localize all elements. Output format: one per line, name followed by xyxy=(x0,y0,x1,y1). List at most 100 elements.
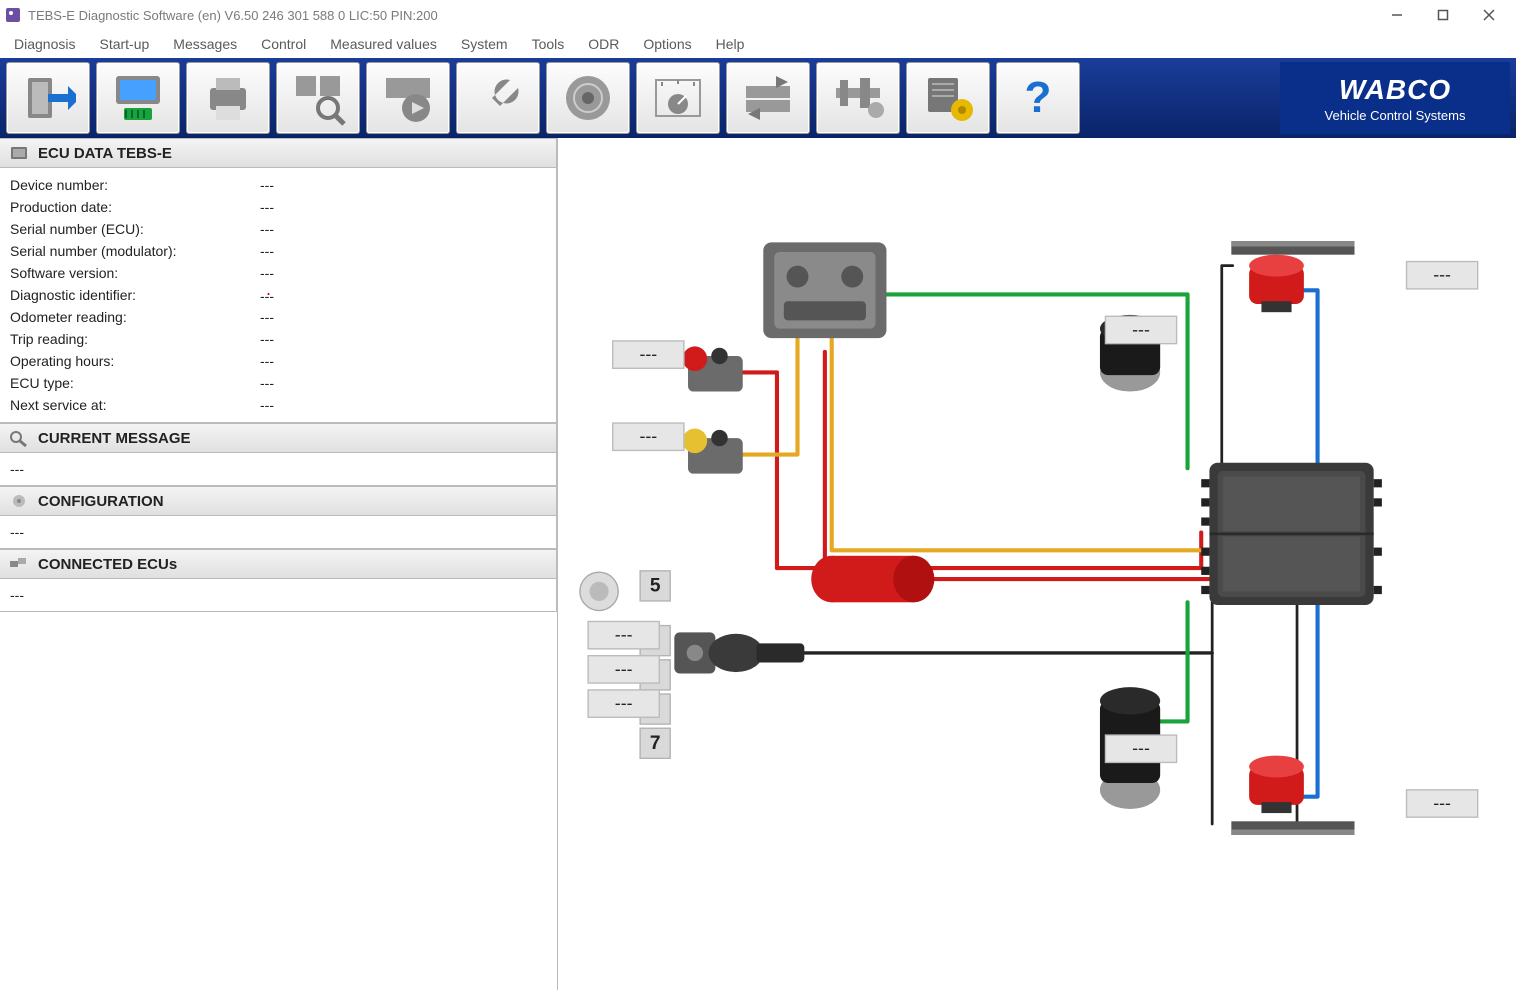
left-panel: ECU DATA TEBS-E Device number:---Product… xyxy=(0,138,558,990)
magnifier-icon xyxy=(8,429,30,447)
ecu-data-row: Serial number (modulator):--- xyxy=(10,240,546,262)
diagram-value-text: --- xyxy=(639,344,657,364)
system-diagram: 51267 xyxy=(558,138,1516,990)
diagram-value-text: --- xyxy=(615,625,633,645)
current-message-value: --- xyxy=(10,461,24,477)
configuration-body: --- xyxy=(0,516,557,549)
ecu-data-row: Diagnostic identifier:---. xyxy=(10,284,546,306)
ecu-data-label: Software version: xyxy=(10,265,260,281)
ecu-data-value: --- xyxy=(260,375,274,391)
svg-text:5: 5 xyxy=(650,575,661,596)
ecu-data-value: --- xyxy=(260,199,274,215)
axle-sensor-component xyxy=(674,632,804,673)
search-params-button[interactable] xyxy=(276,62,360,134)
diagram-value-text: --- xyxy=(639,426,657,446)
diagram-value-text: --- xyxy=(615,659,633,679)
transfer-button[interactable] xyxy=(726,62,810,134)
ecu-data-label: Device number: xyxy=(10,177,260,193)
close-button[interactable] xyxy=(1466,0,1512,30)
diagram-value-text: --- xyxy=(615,693,633,713)
menu-messages[interactable]: Messages xyxy=(173,36,237,52)
diagram-panel: 51267 xyxy=(558,138,1516,990)
menu-start-up[interactable]: Start-up xyxy=(99,36,149,52)
diagram-value-text: --- xyxy=(1132,738,1150,758)
yellow-coupling-head xyxy=(683,429,743,474)
chip-icon xyxy=(8,144,30,162)
trailer-control-valve xyxy=(763,242,886,338)
menu-options[interactable]: Options xyxy=(643,36,691,52)
ecu-data-label: Diagnostic identifier: xyxy=(10,287,260,303)
maximize-button[interactable] xyxy=(1420,0,1466,30)
ecu-data-label: Trip reading: xyxy=(10,331,260,347)
menu-diagnosis[interactable]: Diagnosis xyxy=(14,36,75,52)
ecu-data-label: Operating hours: xyxy=(10,353,260,369)
toolbar: ? WABCO Vehicle Control Systems xyxy=(0,58,1516,138)
app-icon xyxy=(4,6,22,24)
menu-odr[interactable]: ODR xyxy=(588,36,619,52)
current-message-title: CURRENT MESSAGE xyxy=(38,430,191,447)
gear-icon xyxy=(8,492,30,510)
configuration-header[interactable]: CONFIGURATION xyxy=(0,486,557,516)
ecu-data-value: --- xyxy=(260,177,274,193)
red-coupling-head xyxy=(683,346,743,391)
diagram-value-text: --- xyxy=(1132,319,1150,339)
titlebar: TEBS-E Diagnostic Software (en) V6.50 24… xyxy=(0,0,1516,30)
menu-system[interactable]: System xyxy=(461,36,508,52)
play-data-button[interactable] xyxy=(366,62,450,134)
menu-help[interactable]: Help xyxy=(716,36,745,52)
ecu-data-value: --- xyxy=(260,331,274,347)
current-message-body: --- xyxy=(0,453,557,486)
ecu-data-row: Software version:--- xyxy=(10,262,546,284)
ecu-data-row: Trip reading:--- xyxy=(10,328,546,350)
ecu-data-label: Next service at: xyxy=(10,397,260,413)
ecu-data-label: ECU type: xyxy=(10,375,260,391)
window-title: TEBS-E Diagnostic Software (en) V6.50 24… xyxy=(28,8,1374,23)
ecu-data-value: --- xyxy=(260,353,274,369)
wrench-button[interactable] xyxy=(456,62,540,134)
brand-name: WABCO xyxy=(1339,74,1451,106)
help-button[interactable]: ? xyxy=(996,62,1080,134)
ecu-data-row: Operating hours:--- xyxy=(10,350,546,372)
connected-ecus-header[interactable]: CONNECTED ECUs xyxy=(0,549,557,579)
ecu-data-row: ECU type:--- xyxy=(10,372,546,394)
menu-tools[interactable]: Tools xyxy=(532,36,565,52)
gauge-button[interactable] xyxy=(636,62,720,134)
ecu-data-row: Odometer reading:--- xyxy=(10,306,546,328)
ecu-data-value: --- xyxy=(260,221,274,237)
connected-ecus-body: --- xyxy=(0,579,557,612)
disc-button[interactable] xyxy=(546,62,630,134)
connected-ecus-title: CONNECTED ECUs xyxy=(38,556,177,573)
svg-text:?: ? xyxy=(1025,73,1052,122)
ecu-data-value: --- xyxy=(260,243,274,259)
print-button[interactable] xyxy=(186,62,270,134)
ecu-data-row: Next service at:--- xyxy=(10,394,546,416)
ebs-modulator xyxy=(1201,463,1382,605)
configuration-title: CONFIGURATION xyxy=(38,493,164,510)
brake-chamber-top xyxy=(1231,241,1354,312)
ecu-data-header[interactable]: ECU DATA TEBS-E xyxy=(0,138,557,168)
diagram-value-text: --- xyxy=(1433,265,1451,285)
ecu-settings-button[interactable] xyxy=(906,62,990,134)
brand-tagline: Vehicle Control Systems xyxy=(1325,108,1466,123)
ecu-data-label: Serial number (modulator): xyxy=(10,243,260,259)
current-message-header[interactable]: CURRENT MESSAGE xyxy=(0,423,557,453)
menu-measured-values[interactable]: Measured values xyxy=(330,36,437,52)
menu-control[interactable]: Control xyxy=(261,36,306,52)
ecu-data-body: Device number:---Production date:---Seri… xyxy=(0,168,557,423)
ecu-data-label: Odometer reading: xyxy=(10,309,260,325)
ecu-data-label: Production date: xyxy=(10,199,260,215)
ecu-data-label: Serial number (ECU): xyxy=(10,221,260,237)
chips-icon xyxy=(8,555,30,573)
ecu-data-row: Device number:--- xyxy=(10,174,546,196)
exit-button[interactable] xyxy=(6,62,90,134)
ecu-data-value: --- xyxy=(260,397,274,413)
actuator-button[interactable] xyxy=(816,62,900,134)
connected-ecus-value: --- xyxy=(10,587,24,603)
ecu-data-row: Serial number (ECU):--- xyxy=(10,218,546,240)
configuration-value: --- xyxy=(10,524,24,540)
air-reservoir-tank xyxy=(811,556,934,603)
minimize-button[interactable] xyxy=(1374,0,1420,30)
ecu-data-value: ---. xyxy=(260,286,279,304)
brake-chamber-bottom xyxy=(1231,756,1354,835)
ecu-connect-button[interactable] xyxy=(96,62,180,134)
